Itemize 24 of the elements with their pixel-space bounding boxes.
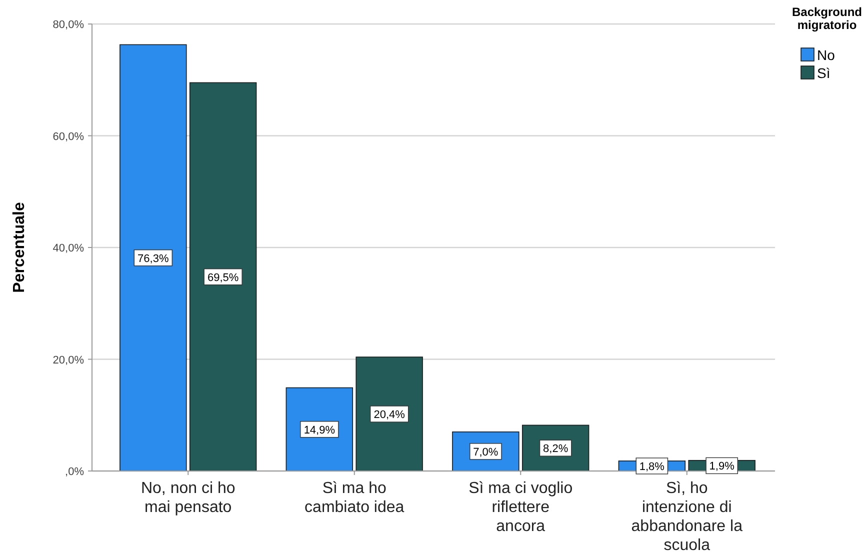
y-tick-label: 60,0% <box>52 130 84 143</box>
y-axis-title: Percentuale <box>11 202 28 293</box>
x-tick-label: Sì, ho intenzione di abbandonare la scuola <box>631 480 743 554</box>
data-label: 8,2% <box>543 443 568 456</box>
y-tick-label: 20,0% <box>52 354 84 366</box>
legend-title: Background migratorio <box>792 5 862 32</box>
data-label: 20,4% <box>374 409 406 422</box>
data-label: 1,9% <box>709 460 735 473</box>
bar <box>120 44 187 472</box>
data-label: 76,3% <box>138 252 169 265</box>
data-label: 69,5% <box>207 272 239 284</box>
data-label: 1,8% <box>639 460 665 473</box>
y-tick-label: ,0% <box>65 466 84 478</box>
x-tick-label: No, non ci ho mai pensato <box>140 480 236 516</box>
data-label: 7,0% <box>473 446 498 458</box>
legend-label: No <box>817 47 836 63</box>
y-tick-label: 40,0% <box>52 242 84 254</box>
x-tick-label: Sì ma ci voglio riflettere ancora <box>468 480 573 535</box>
bar <box>189 82 257 472</box>
bar <box>356 356 423 472</box>
data-label: 14,9% <box>304 424 336 436</box>
x-tick-label: Sì ma ho cambiato idea <box>304 480 404 516</box>
y-tick-label: 80,0% <box>52 19 84 31</box>
legend-label: Sì <box>817 65 830 81</box>
